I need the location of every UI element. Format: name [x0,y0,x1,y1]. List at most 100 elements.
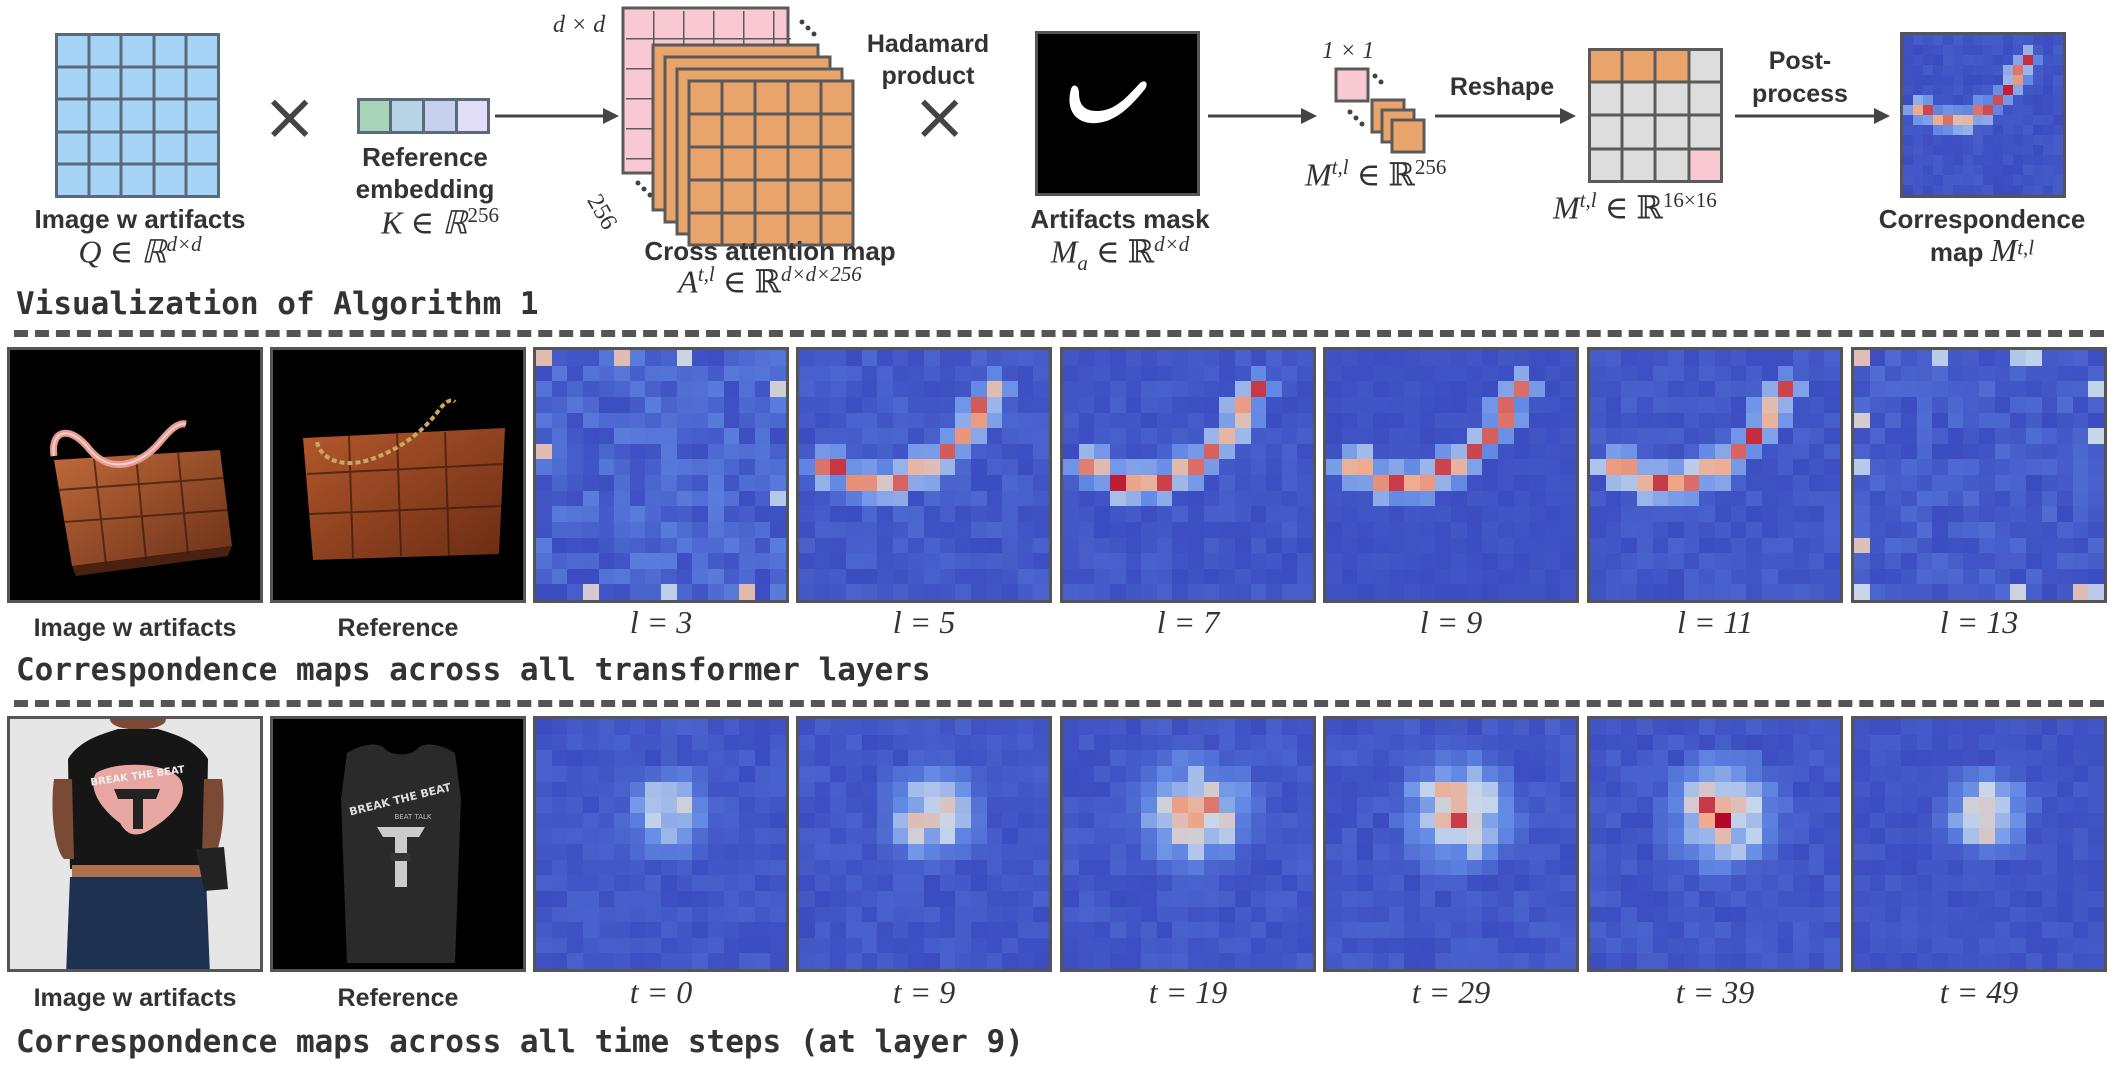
heatmap-cell [2088,428,2104,444]
heatmap-cell [645,937,661,954]
heatmap-cell [770,568,786,585]
heatmap-cell [1715,844,1731,860]
heatmap-cell [877,553,893,569]
heatmap-cell [1953,175,1963,185]
heatmap-cell [1372,553,1389,569]
heatmap-cell [877,490,893,507]
heatmap-cell [939,506,956,522]
heatmap-cell [1281,734,1298,751]
heatmap-cell [1451,953,1467,969]
heatmap-cell [1885,490,1901,507]
heatmap-cell [1824,828,1840,844]
heatmap-cell [551,537,568,554]
heatmap-cell [814,568,831,585]
heatmap-cell [614,475,630,491]
heatmap-cell [2053,125,2063,135]
heatmap-cell [2003,85,2013,95]
heatmap-cell [1560,475,1576,491]
heatmap-cell [629,781,646,798]
heatmap-cell [1513,781,1530,798]
heatmap-cell [2041,365,2058,382]
heatmap-cell [2010,584,2026,600]
heatmap-cell [551,750,568,766]
heatmap-cell [598,537,615,554]
heatmap-cell [1979,396,1995,413]
heatmap-cell [970,428,987,444]
heatmap-cell [645,396,661,413]
heatmap-cell [1125,844,1142,860]
heatmap-cell [814,828,831,844]
heatmap-cell [1560,381,1576,397]
heatmap-cell [2088,890,2104,907]
heatmap-cell [1621,553,1637,569]
heatmap-cell [614,459,630,475]
heatmap-cell [1923,155,1933,165]
heatmap-cell [754,381,771,397]
heatmap-cell [1963,443,1979,460]
heatmap-cell [1994,537,2011,554]
heatmap-cell [1916,781,1933,798]
heatmap-cell [567,490,583,507]
heatmap-cell [1513,890,1530,907]
arrow-right-icon [1435,108,1576,124]
heatmap-cell [754,490,771,507]
heatmap-cell [1357,922,1373,938]
heatmap-cell [1141,553,1157,569]
heatmap-cell [1326,490,1342,507]
heatmap-cell [645,750,661,766]
heatmap-cell [2057,812,2073,829]
heatmap-cell [2033,65,2043,75]
heatmap-cell [861,765,878,782]
heatmap-cell [1808,953,1825,969]
heatmap-cell [2088,797,2104,813]
heatmap-cell [1109,553,1126,569]
heatmap-cell [1281,506,1298,522]
heatmap-cell [1652,797,1669,813]
heatmap-cell [1281,365,1298,382]
heatmap-cell [1916,506,1933,522]
heatmap-cell [1125,812,1142,829]
heatmap-cell [986,428,1003,444]
heatmap-cell [1513,381,1530,397]
heatmap-cell [1652,859,1669,876]
heatmap-cell [1172,412,1188,429]
heatmap-cell [1141,568,1157,585]
heatmap-cell [614,953,630,969]
heatmap-cell [845,719,862,735]
heatmap-cell [908,350,924,366]
heatmap-cell [1590,890,1606,907]
heatmap-cell [1869,750,1886,766]
heatmap-cell [1916,765,1933,782]
heatmap-cell [754,750,771,766]
caption-time: t = 29 [1411,974,1491,1010]
heatmap-cell [1605,828,1622,844]
caption-reference: Reference [337,614,459,642]
heatmap-cell [1636,812,1653,829]
heatmap-cell [1590,381,1606,397]
heatmap-grid [1903,35,2063,195]
heatmap-cell [754,412,771,429]
heatmap-cell [1203,906,1220,923]
heatmap-cell [614,859,630,876]
heatmap-cell [1933,35,1943,45]
heatmap-cell [908,428,924,444]
heatmap-cell [770,537,786,554]
heatmap-cell [1869,396,1886,413]
heatmap-cell [1605,844,1622,860]
heatmap-cell [1983,95,1993,105]
heatmap-cell [1715,734,1731,751]
heatmap-cell [1109,906,1126,923]
heatmap-cell [754,859,771,876]
heatmap-cell [1994,396,2011,413]
heatmap-cell [799,937,815,954]
heatmap-cell [1466,506,1483,522]
heatmap-cell [2013,85,2023,95]
heatmap-cell [1513,459,1530,475]
heatmap-cell [614,844,630,860]
heatmap-cell [645,719,661,735]
heatmap-cell [1482,922,1498,938]
heatmap-cell [676,396,693,413]
heatmap-cell [598,875,615,891]
heatmap-cell [1063,381,1079,397]
heatmap-cell [814,459,831,475]
